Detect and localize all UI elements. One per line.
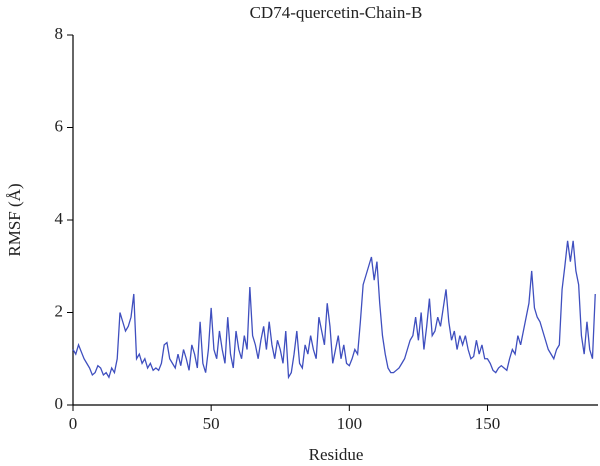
x-tick-label: 50 (203, 414, 220, 433)
y-tick-label: 0 (55, 394, 64, 413)
x-axis-label: Residue (309, 445, 364, 464)
y-tick-label: 6 (55, 116, 64, 135)
y-tick-label: 8 (55, 24, 64, 43)
y-tick-label: 4 (55, 209, 64, 228)
x-tick-label: 0 (69, 414, 78, 433)
data-line (72, 240, 596, 380)
x-tick-label: 100 (337, 414, 363, 433)
chart-title: CD74-quercetin-Chain-B (250, 3, 423, 22)
y-axis-label: RMSF (Å) (5, 183, 24, 256)
y-tick-label: 2 (55, 301, 64, 320)
x-tick-label: 150 (475, 414, 501, 433)
